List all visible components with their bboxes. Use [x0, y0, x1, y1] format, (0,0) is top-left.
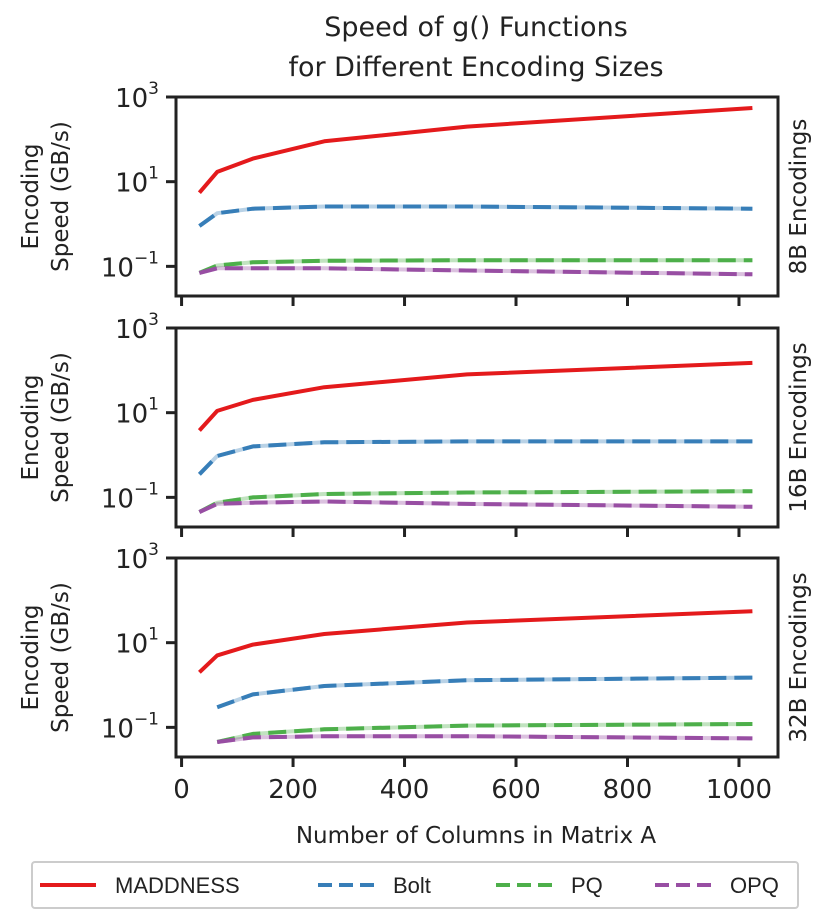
y-axis-label-line-2: Speed (GB/s) [48, 352, 74, 503]
plot-frame [174, 326, 780, 529]
y-tick-base: 10 [101, 714, 134, 744]
y-tick-exponent: −1 [134, 248, 159, 268]
y-tick-exponent: −1 [134, 479, 159, 499]
y-tick-label: 10−1 [101, 479, 159, 514]
y-tick-label: 10−1 [101, 709, 159, 744]
y-tick-label: 103 [115, 79, 159, 114]
y-axis-label-line-1: Encoding [18, 605, 44, 711]
series-bolt-shadow [216, 675, 753, 710]
x-tick-label: 1000 [706, 775, 772, 805]
y-tick-base: 10 [115, 169, 148, 199]
series-maddness-line [198, 609, 753, 674]
plot-frame [174, 95, 780, 298]
y-tick-exponent: 3 [148, 540, 159, 560]
series-bolt-line [197, 439, 753, 476]
series-bolt-line [216, 675, 753, 710]
panel-label: 8B Encodings [786, 119, 812, 275]
y-tick-base: 10 [115, 315, 148, 345]
y-tick-base: 10 [115, 84, 148, 114]
x-tick-label: 800 [603, 775, 653, 805]
legend-item-pq: PQ [496, 873, 603, 898]
y-tick-base: 10 [115, 400, 148, 430]
y-tick-label: 101 [115, 395, 159, 430]
panel-label: 16B Encodings [786, 342, 812, 512]
series-opq-line [198, 266, 753, 277]
legend-item-maddness: MADDNESS [40, 873, 240, 898]
y-axis-label-line-1: Encoding [18, 144, 44, 250]
y-axis-label-line-2: Speed (GB/s) [48, 121, 74, 272]
y-tick-exponent: 1 [148, 395, 159, 415]
legend-item-bolt: Bolt [318, 873, 431, 898]
y-tick-base: 10 [101, 253, 134, 283]
y-tick-label: 10−1 [101, 248, 159, 283]
x-tick-label: 600 [491, 775, 541, 805]
x-tick-label: 400 [380, 775, 430, 805]
y-tick-base: 10 [115, 630, 148, 660]
plot-frame [174, 556, 780, 759]
series-pq-line [216, 722, 753, 744]
legend-label: MADDNESS [115, 873, 240, 898]
y-tick-label: 103 [115, 540, 159, 575]
y-tick-exponent: −1 [134, 709, 159, 729]
legend-label: OPQ [730, 873, 779, 898]
chart-title-line-1: Speed of g() Functions [324, 12, 628, 43]
y-tick-exponent: 3 [148, 79, 159, 99]
y-tick-base: 10 [101, 484, 134, 514]
series-bolt-line [198, 204, 753, 228]
y-axis-label-line-2: Speed (GB/s) [48, 582, 74, 733]
x-tick-label: 200 [268, 775, 318, 805]
series-opq-line [198, 499, 753, 514]
series-pq-line [198, 258, 753, 275]
y-tick-exponent: 3 [148, 310, 159, 330]
y-axis-label-line-1: Encoding [18, 375, 44, 481]
legend: MADDNESS Bolt PQ OPQ [31, 861, 799, 909]
chart-title-line-2: for Different Encoding Sizes [288, 52, 663, 83]
x-axis-label: Number of Columns in Matrix A [296, 823, 657, 849]
series-maddness-line [197, 360, 753, 432]
legend-item-opq: OPQ [655, 873, 779, 898]
y-tick-base: 10 [115, 545, 148, 575]
legend-frame [31, 861, 799, 909]
legend-items: MADDNESS Bolt PQ OPQ [40, 873, 779, 898]
y-tick-exponent: 1 [148, 625, 159, 645]
panel-label: 32B Encodings [786, 572, 812, 742]
y-tick-label: 101 [115, 625, 159, 660]
y-tick-label: 103 [115, 310, 159, 345]
y-tick-exponent: 1 [148, 164, 159, 184]
series-maddness-line [197, 106, 753, 195]
legend-label: Bolt [393, 873, 431, 898]
y-tick-label: 101 [115, 164, 159, 199]
legend-label: PQ [571, 873, 603, 898]
x-tick-label: 0 [173, 775, 190, 805]
series-opq-line [216, 734, 753, 744]
